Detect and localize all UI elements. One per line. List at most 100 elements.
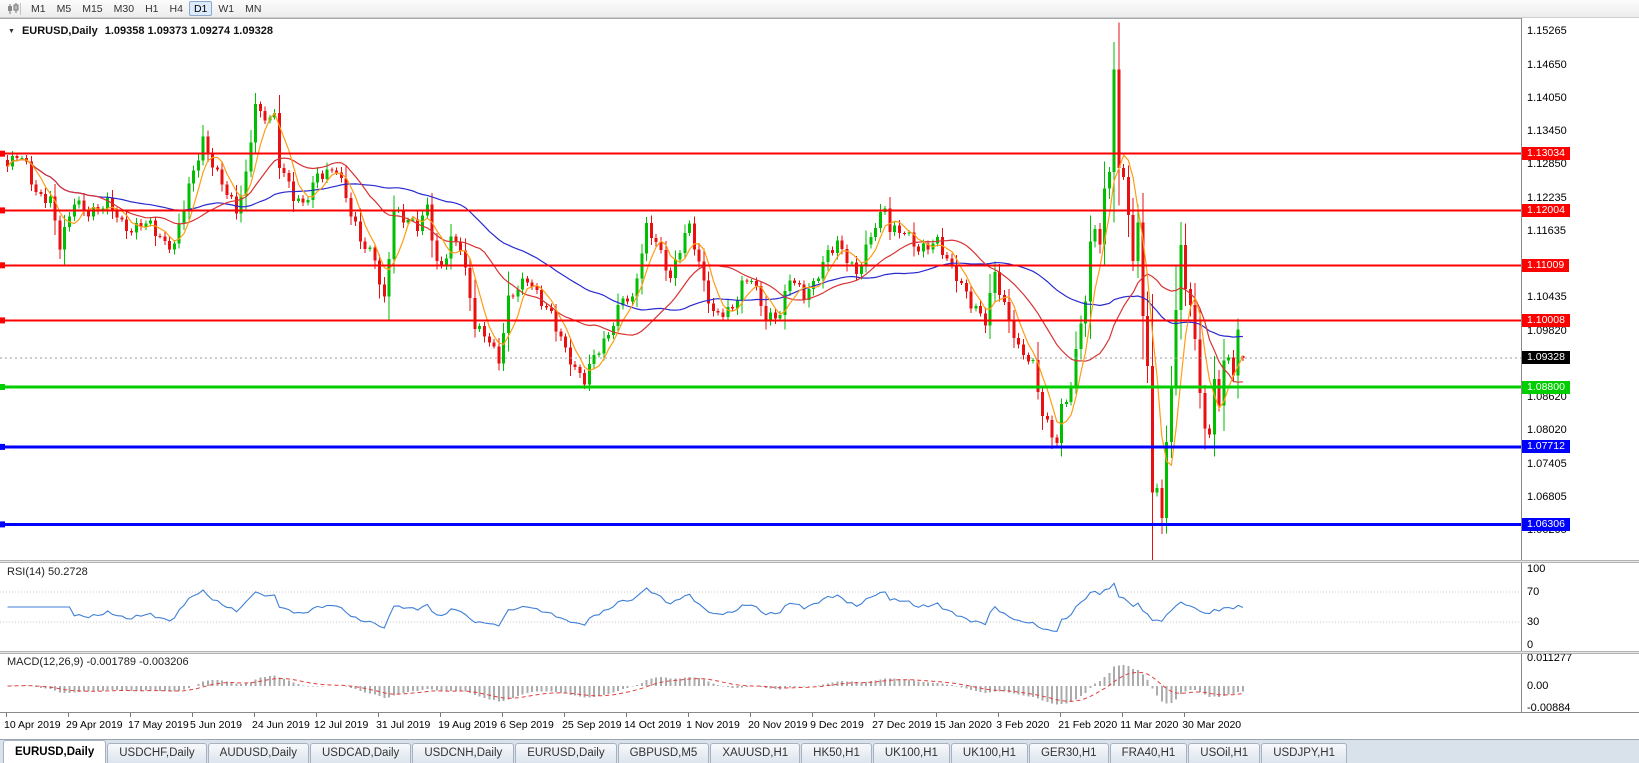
- time-axis-tick: [192, 713, 193, 717]
- time-axis-tick: [688, 713, 690, 717]
- chart-tab-usdcad-daily[interactable]: USDCAD,Daily: [309, 743, 412, 763]
- rsi-axis-label: 0: [1527, 639, 1534, 651]
- date-label: 10 Apr 2019: [4, 719, 61, 731]
- panel-splitter-rsi[interactable]: [0, 560, 1639, 563]
- price-tag-1.10008[interactable]: 1.10008: [1522, 313, 1570, 327]
- timeframe-button-w1[interactable]: W1: [218, 3, 235, 15]
- time-axis-tick: [626, 713, 628, 717]
- price-tag-1.12004[interactable]: 1.12004: [1522, 203, 1570, 217]
- price-tag-1.06306[interactable]: 1.06306: [1522, 517, 1570, 531]
- timeframe-button-h1[interactable]: H1: [145, 3, 159, 15]
- rsi-axis-label: 30: [1527, 616, 1540, 629]
- ohlc-values: 1.09358 1.09373 1.09274 1.09328: [104, 25, 273, 37]
- price-axis-label: 1.06805: [1527, 490, 1567, 503]
- panel-splitter-macd[interactable]: [0, 651, 1639, 654]
- timeframe-toolbar: ▾ M1 M5 M15 M30 H1 H4 D1 W1 MN: [0, 0, 1639, 18]
- main-price-chart[interactable]: [0, 20, 1521, 560]
- time-axis[interactable]: 10 Apr 2019 29 Apr 2019 17 May 2019 5 Jun 2…: [0, 712, 1639, 739]
- macd-axis-label: -0.00884: [1527, 702, 1571, 714]
- time-axis-tick: [750, 713, 752, 717]
- price-axis-label: 1.14650: [1527, 58, 1567, 71]
- timeframe-button-h4[interactable]: H4: [169, 3, 183, 15]
- bid-price-tag: 1.09328: [1522, 351, 1570, 365]
- price-axis-label: 1.10435: [1527, 290, 1567, 303]
- price-axis-label: 1.15265: [1527, 24, 1567, 37]
- time-axis-tick: [502, 713, 504, 717]
- chart-tab-hk50-h1[interactable]: HK50,H1: [801, 743, 872, 763]
- chart-tab-ger30-h1[interactable]: GER30,H1: [1028, 743, 1109, 763]
- time-axis-tick: [1184, 713, 1186, 717]
- date-label: 15 Jan 2020: [934, 719, 992, 731]
- toolbar-separator: [20, 2, 22, 15]
- price-axis-label: 1.14050: [1527, 91, 1567, 104]
- date-label: 14 Oct 2019: [624, 719, 682, 731]
- macd-panel[interactable]: [0, 654, 1521, 712]
- time-axis-tick: [1060, 713, 1062, 717]
- chart-symbol-label: ▼ EURUSD,Daily 1.09358 1.09373 1.09274 1…: [8, 25, 273, 37]
- date-label: 20 Nov 2019: [748, 719, 808, 731]
- chart-type-icon[interactable]: ▾: [4, 1, 19, 17]
- macd-histogram: [11, 664, 1244, 705]
- price-axis-label: 1.12235: [1527, 191, 1567, 204]
- chart-tab-fra40-h1[interactable]: FRA40,H1: [1109, 743, 1188, 763]
- date-label: 12 Jul 2019: [314, 719, 369, 731]
- ma-mid-line: [7, 157, 1243, 383]
- timeframe-button-m15[interactable]: M15: [82, 3, 103, 15]
- price-axis-label: 1.08620: [1527, 390, 1567, 403]
- chart-tabs-bar: EURUSD,Daily USDCHF,Daily AUDUSD,Daily USDC…: [0, 739, 1639, 763]
- hline-handle[interactable]: [0, 384, 5, 390]
- timeframe-button-mn[interactable]: MN: [245, 3, 262, 15]
- price-tag-1.07712[interactable]: 1.07712: [1522, 440, 1570, 454]
- date-label: 1 Nov 2019: [686, 719, 740, 731]
- chart-tab-audusd-daily[interactable]: AUDUSD,Daily: [207, 743, 309, 763]
- hline-handle[interactable]: [0, 443, 5, 450]
- rsi-axis-label: 70: [1527, 585, 1540, 598]
- chart-tab-usoil-h1[interactable]: USOil,H1: [1188, 743, 1261, 763]
- price-axis-label: 1.09820: [1527, 324, 1567, 337]
- hline-handle[interactable]: [0, 262, 5, 269]
- rsi-axis-label: 100: [1527, 563, 1546, 575]
- date-label: 27 Dec 2019: [872, 719, 932, 731]
- chart-tab-usdcnh-daily[interactable]: USDCNH,Daily: [412, 743, 515, 763]
- timeframe-button-m30[interactable]: M30: [113, 3, 135, 15]
- timeframe-button-m5[interactable]: M5: [56, 3, 72, 15]
- price-axis-label: 1.08020: [1527, 424, 1567, 436]
- hline-handle[interactable]: [0, 150, 5, 157]
- time-axis-tick: [254, 713, 255, 717]
- chart-tab-eurusd-daily[interactable]: EURUSD,Daily: [515, 743, 617, 763]
- chart-tab-uk100-h1[interactable]: UK100,H1: [872, 743, 950, 763]
- timeframe-button-d1[interactable]: D1: [188, 1, 213, 16]
- chart-tab-eurusd-daily[interactable]: EURUSD,Daily: [3, 740, 107, 763]
- chart-tab-uk100-h1[interactable]: UK100,H1: [950, 743, 1028, 763]
- chart-tab-usdjpy-h1[interactable]: USDJPY,H1: [1261, 743, 1347, 763]
- hline-handle[interactable]: [0, 317, 5, 324]
- time-axis-tick: [874, 713, 876, 717]
- macd-signal-line: [7, 671, 1243, 702]
- ma-fast-line: [7, 112, 1244, 467]
- price-tag-1.13034[interactable]: 1.13034: [1522, 147, 1570, 161]
- price-axis-label: 1.11635: [1527, 224, 1566, 237]
- chart-tab-gbpusd-m5[interactable]: GBPUSD,M5: [617, 743, 710, 763]
- chart-tab-xauusd-h1[interactable]: XAUUSD,H1: [710, 743, 801, 763]
- hline-handle[interactable]: [0, 521, 5, 528]
- time-axis-tick: [812, 713, 814, 717]
- macd-indicator-label: MACD(12,26,9) -0.001789 -0.003206: [7, 656, 189, 668]
- price-axis-label: 1.13450: [1527, 124, 1567, 137]
- rsi-panel[interactable]: [0, 563, 1521, 651]
- chart-window-background: [0, 18, 1639, 739]
- timeframe-button-m1[interactable]: M1: [31, 3, 46, 15]
- price-axis[interactable]: 1.15265 1.14650 1.14050 1.13450 1.12850 1.122…: [1521, 18, 1639, 714]
- price-tag-1.08800[interactable]: 1.08800: [1522, 380, 1570, 394]
- rsi-line: [7, 582, 1244, 632]
- date-label: 30 Mar 2020: [1182, 719, 1242, 731]
- chart-tab-usdchf-daily[interactable]: USDCHF,Daily: [107, 743, 207, 763]
- date-label: 9 Dec 2019: [810, 719, 864, 731]
- candlestick-glyph: [8, 2, 19, 14]
- hline-handle[interactable]: [0, 207, 5, 214]
- rsi-indicator-label: RSI(14) 50.2728: [7, 566, 88, 578]
- price-axis-label: 1.12850: [1527, 157, 1567, 170]
- date-label: 31 Jul 2019: [376, 719, 431, 731]
- price-tag-1.11009[interactable]: 1.11009: [1522, 258, 1570, 272]
- macd-axis-label: 0.00: [1527, 680, 1549, 692]
